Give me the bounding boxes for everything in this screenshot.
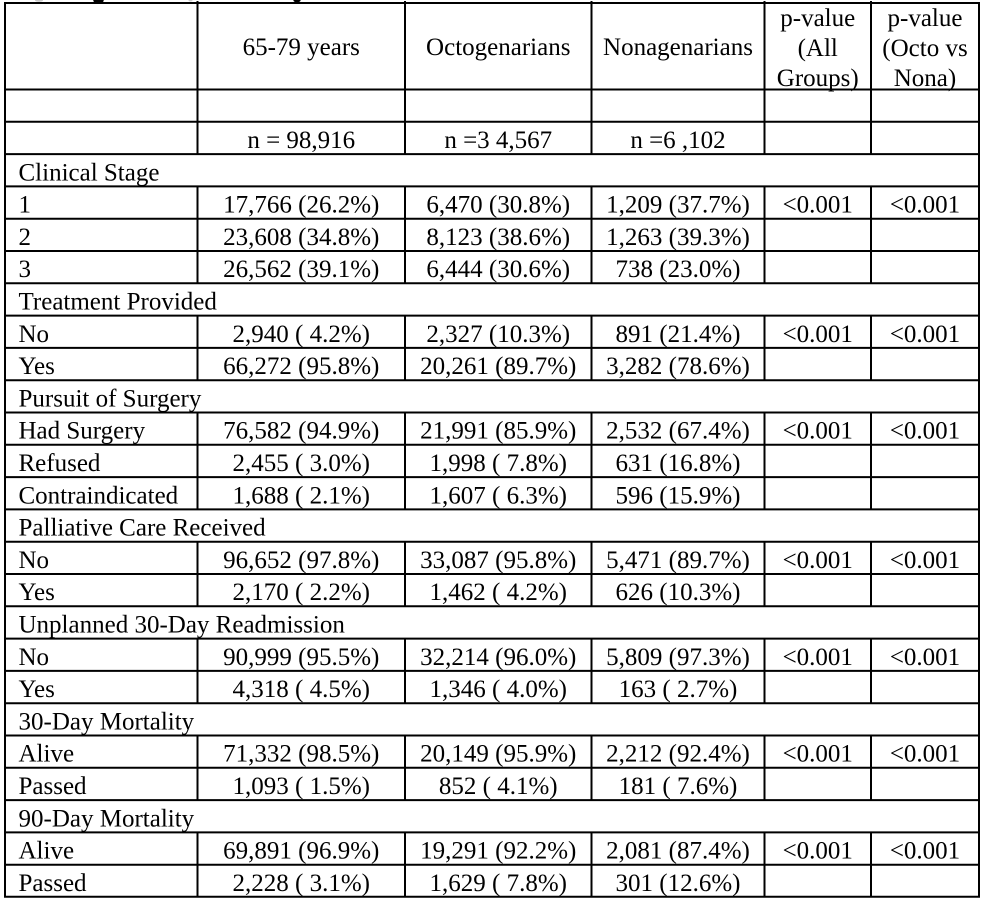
svg-text:Clinical Stage: Clinical Stage — [19, 159, 160, 186]
svg-text:65-79 years: 65-79 years — [243, 34, 360, 61]
svg-text:1,629 ( 7.8%): 1,629 ( 7.8%) — [430, 870, 567, 897]
svg-text:626 (10.3%): 626 (10.3%) — [616, 579, 741, 606]
svg-text:19,291 (92.2%): 19,291 (92.2%) — [420, 838, 576, 865]
svg-text:17,766 (26.2%): 17,766 (26.2%) — [223, 192, 379, 219]
svg-text:Groups): Groups) — [777, 65, 859, 92]
svg-text:163 ( 2.7%): 163 ( 2.7%) — [619, 676, 738, 703]
svg-text:<0.001: <0.001 — [890, 418, 960, 445]
svg-text:71,332 (98.5%): 71,332 (98.5%) — [223, 741, 379, 768]
svg-text:<0.001: <0.001 — [783, 547, 853, 574]
svg-text:2,081 (87.4%): 2,081 (87.4%) — [606, 838, 750, 865]
svg-text:Had Surgery: Had Surgery — [19, 418, 146, 445]
svg-text:Passed: Passed — [19, 870, 88, 897]
svg-text:<0.001: <0.001 — [890, 644, 960, 671]
svg-text:No: No — [19, 321, 50, 348]
svg-text:4,318 ( 4.5%): 4,318 ( 4.5%) — [233, 676, 370, 703]
svg-text:5,809 (97.3%): 5,809 (97.3%) — [606, 644, 750, 671]
svg-text:No: No — [19, 644, 50, 671]
svg-text:8,123 (38.6%): 8,123 (38.6%) — [426, 224, 570, 251]
svg-text:2,327 (10.3%): 2,327 (10.3%) — [426, 321, 570, 348]
svg-text:5,471 (89.7%): 5,471 (89.7%) — [606, 547, 750, 574]
svg-text:76,582 (94.9%): 76,582 (94.9%) — [223, 418, 379, 445]
svg-text:<0.001: <0.001 — [890, 321, 960, 348]
svg-text:<0.001: <0.001 — [783, 838, 853, 865]
svg-text:69,891 (96.9%): 69,891 (96.9%) — [223, 838, 379, 865]
svg-text:(All: (All — [798, 35, 838, 62]
svg-text:891 (21.4%): 891 (21.4%) — [616, 321, 741, 348]
svg-text:<0.001: <0.001 — [783, 741, 853, 768]
svg-text:1,688 ( 2.1%): 1,688 ( 2.1%) — [233, 482, 370, 509]
svg-text:1,263 (39.3%): 1,263 (39.3%) — [606, 224, 750, 251]
svg-text:21,991 (85.9%): 21,991 (85.9%) — [420, 418, 576, 445]
svg-text:Yes: Yes — [19, 676, 55, 703]
svg-text:66,272 (95.8%): 66,272 (95.8%) — [223, 353, 379, 380]
svg-text:1,462 ( 4.2%): 1,462 ( 4.2%) — [430, 579, 567, 606]
svg-text:<0.001: <0.001 — [783, 321, 853, 348]
svg-text:2,455 ( 3.0%): 2,455 ( 3.0%) — [233, 450, 370, 477]
svg-text:n =6 ,102: n =6 ,102 — [630, 127, 725, 154]
svg-text:6,470 (30.8%): 6,470 (30.8%) — [426, 192, 570, 219]
svg-text:p-value: p-value — [780, 5, 855, 32]
svg-text:96,652 (97.8%): 96,652 (97.8%) — [223, 547, 379, 574]
svg-text:<0.001: <0.001 — [783, 192, 853, 219]
svg-text:Palliative Care Received: Palliative Care Received — [19, 515, 267, 542]
svg-text:Nonagenarians: Nonagenarians — [603, 34, 753, 61]
svg-text:2: 2 — [19, 224, 32, 251]
svg-text:Unplanned 30-Day Readmission: Unplanned 30-Day Readmission — [19, 612, 346, 639]
svg-text:30-Day Mortality: 30-Day Mortality — [19, 708, 195, 735]
svg-text:90-Day Mortality: 90-Day Mortality — [19, 805, 195, 832]
svg-text:3: 3 — [19, 256, 32, 283]
svg-text:23,608 (34.8%): 23,608 (34.8%) — [223, 224, 379, 251]
svg-text:n =3 4,567: n =3 4,567 — [444, 127, 552, 154]
svg-text:1,093 ( 1.5%): 1,093 ( 1.5%) — [233, 773, 370, 800]
svg-text:32,214 (96.0%): 32,214 (96.0%) — [420, 644, 576, 671]
svg-text:1,209 (37.7%): 1,209 (37.7%) — [606, 192, 750, 219]
svg-text:20,261 (89.7%): 20,261 (89.7%) — [420, 353, 576, 380]
svg-text:33,087 (95.8%): 33,087 (95.8%) — [420, 547, 576, 574]
svg-text:852 ( 4.1%): 852 ( 4.1%) — [439, 773, 558, 800]
svg-text:Refused: Refused — [19, 450, 101, 477]
svg-text:181 ( 7.6%): 181 ( 7.6%) — [619, 773, 738, 800]
svg-text:Alive: Alive — [19, 741, 75, 768]
svg-text:2,170 ( 2.2%): 2,170 ( 2.2%) — [233, 579, 370, 606]
svg-text:2,212 (92.4%): 2,212 (92.4%) — [606, 741, 750, 768]
svg-text:738 (23.0%): 738 (23.0%) — [616, 256, 741, 283]
svg-text:301 (12.6%): 301 (12.6%) — [616, 870, 741, 897]
svg-text:2,940 ( 4.2%): 2,940 ( 4.2%) — [233, 321, 370, 348]
svg-text:3,282 (78.6%): 3,282 (78.6%) — [606, 353, 750, 380]
svg-text:n = 98,916: n = 98,916 — [247, 127, 355, 154]
svg-text:(Octo vs: (Octo vs — [882, 35, 967, 62]
svg-text:Pursuit of Surgery: Pursuit of Surgery — [19, 385, 202, 412]
svg-text:Octogenarians: Octogenarians — [426, 34, 570, 61]
svg-text:<0.001: <0.001 — [890, 838, 960, 865]
svg-text:Contraindicated: Contraindicated — [19, 482, 179, 509]
svg-text:<0.001: <0.001 — [783, 418, 853, 445]
svg-text:No: No — [19, 547, 50, 574]
svg-text:1: 1 — [19, 192, 32, 219]
svg-text:Passed: Passed — [19, 773, 88, 800]
svg-text:Yes: Yes — [19, 579, 55, 606]
svg-text:1,346 ( 4.0%): 1,346 ( 4.0%) — [430, 676, 567, 703]
svg-text:596 (15.9%): 596 (15.9%) — [616, 482, 741, 509]
svg-text:2,228 ( 3.1%): 2,228 ( 3.1%) — [233, 870, 370, 897]
svg-text:<0.001: <0.001 — [890, 741, 960, 768]
svg-text:<0.001: <0.001 — [890, 192, 960, 219]
svg-text:1,998 ( 7.8%): 1,998 ( 7.8%) — [430, 450, 567, 477]
svg-text:90,999 (95.5%): 90,999 (95.5%) — [223, 644, 379, 671]
svg-text:1,607 ( 6.3%): 1,607 ( 6.3%) — [430, 482, 567, 509]
svg-text:Yes: Yes — [19, 353, 55, 380]
svg-text:631 (16.8%): 631 (16.8%) — [616, 450, 741, 477]
svg-text:Nona): Nona) — [894, 65, 956, 92]
svg-text:20,149 (95.9%): 20,149 (95.9%) — [420, 741, 576, 768]
svg-text:Treatment Provided: Treatment Provided — [19, 289, 218, 316]
svg-text:<0.001: <0.001 — [783, 644, 853, 671]
svg-text:<0.001: <0.001 — [890, 547, 960, 574]
svg-text:Alive: Alive — [19, 838, 75, 865]
svg-text:2,532 (67.4%): 2,532 (67.4%) — [606, 418, 750, 445]
svg-text:26,562 (39.1%): 26,562 (39.1%) — [223, 256, 379, 283]
svg-text:6,444 (30.6%): 6,444 (30.6%) — [426, 256, 570, 283]
svg-text:p-value: p-value — [888, 5, 963, 32]
